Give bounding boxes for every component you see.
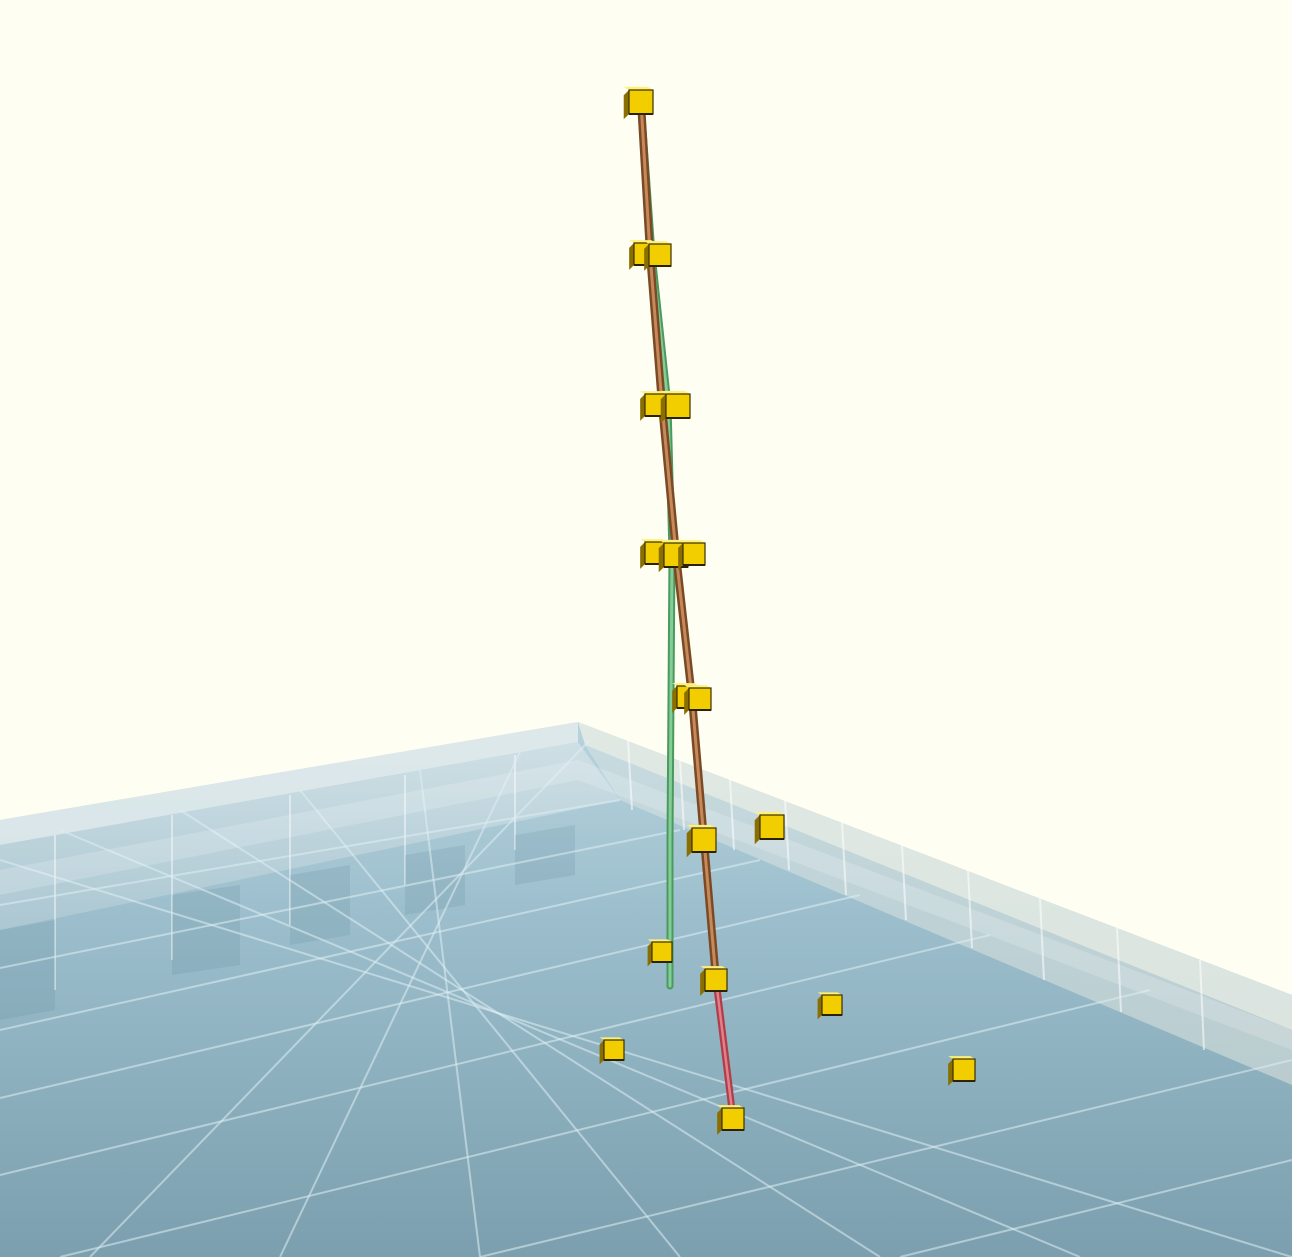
side-wall-top-rim [578, 722, 1292, 1030]
marker-cube [644, 241, 672, 271]
wall-shadows [0, 825, 575, 1020]
floor-grid [0, 739, 1292, 1257]
marker-cube [754, 811, 785, 845]
marker-cube [948, 1056, 976, 1086]
side-wall-segments [627, 739, 1205, 1051]
marker-cube [623, 86, 654, 120]
marker-cube [700, 966, 728, 996]
back-wall-segments [54, 755, 516, 990]
marker-cube [717, 1105, 745, 1135]
marker-cube [817, 992, 843, 1020]
viewport-edge [1288, 0, 1292, 1257]
marker-cube [684, 685, 712, 715]
marker-cubes [599, 86, 976, 1135]
red-rod-highlight [714, 978, 735, 1120]
marker-cube [678, 540, 706, 570]
water-plane [0, 722, 1292, 1257]
back-wall-top-rim [0, 722, 578, 845]
marker-cube [599, 1037, 625, 1065]
back-wall [0, 742, 620, 930]
marker-cube [647, 939, 673, 967]
marker-cube [686, 824, 717, 858]
marker-cube [660, 390, 691, 424]
